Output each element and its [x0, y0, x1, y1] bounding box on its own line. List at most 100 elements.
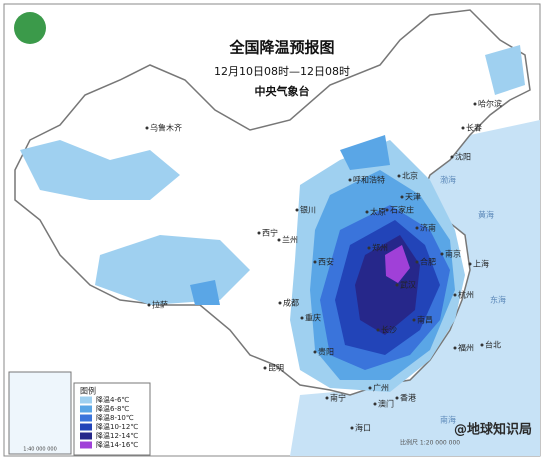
legend-label: 降温12-14℃ — [96, 431, 138, 440]
city-label: 武汉 — [400, 280, 416, 290]
sea-label: 渤海 — [440, 175, 456, 185]
city-label: 济南 — [420, 223, 436, 233]
city-label: 上海 — [473, 259, 489, 269]
city-label: 台北 — [485, 340, 501, 350]
legend-label: 降温4-6℃ — [96, 395, 129, 404]
legend-swatch — [80, 423, 92, 431]
city-label: 合肥 — [420, 257, 436, 267]
city-label: 西宁 — [262, 228, 278, 238]
inset-scale: 1:40 000 000 — [23, 447, 57, 453]
subtitle: 12月10日08时—12日08时 — [214, 65, 350, 78]
cooling-areas — [20, 45, 525, 392]
city-label: 南宁 — [330, 393, 346, 403]
city-dot — [365, 210, 369, 214]
city-dot — [415, 226, 419, 230]
logo — [14, 12, 46, 44]
city-dot — [415, 260, 419, 264]
city-label: 郑州 — [372, 243, 388, 253]
city-dot — [473, 102, 477, 106]
area — [385, 245, 410, 283]
area — [485, 45, 525, 95]
area — [340, 135, 390, 170]
city-dot — [325, 396, 329, 400]
city-dot — [480, 343, 484, 347]
city-label: 呼和浩特 — [353, 175, 385, 185]
legend-title: 图例 — [80, 386, 96, 396]
city-label: 香港 — [400, 393, 416, 403]
city-label: 兰州 — [282, 235, 298, 245]
city-label: 贵阳 — [318, 347, 334, 357]
city-dot — [376, 328, 380, 332]
legend-swatch — [80, 396, 92, 404]
legend-label: 降温14-16℃ — [96, 440, 138, 449]
area — [20, 140, 180, 200]
legend-swatch — [80, 432, 92, 440]
city-dot — [450, 155, 454, 159]
city-dot — [373, 402, 377, 406]
city-dot — [368, 386, 372, 390]
legend-swatch — [80, 414, 92, 422]
city-dot — [350, 426, 354, 430]
city-label: 长沙 — [381, 325, 397, 335]
legend-label: 降温10-12℃ — [96, 422, 138, 431]
city-dot — [367, 246, 371, 250]
city-dot — [412, 318, 416, 322]
city-dot — [385, 208, 389, 212]
issuer: 中央气象台 — [255, 84, 310, 98]
city-label: 福州 — [458, 344, 474, 353]
city-dot — [278, 301, 282, 305]
city-dot — [395, 396, 399, 400]
city-label: 太原 — [370, 207, 386, 217]
scale: 比例尺 1:20 000 000 — [400, 439, 460, 447]
legend-label: 降温8-10℃ — [96, 413, 134, 422]
legend-swatch — [80, 441, 92, 449]
city-label: 杭州 — [458, 290, 474, 300]
city-dot — [145, 126, 149, 130]
city-dot — [468, 262, 472, 266]
city-dot — [313, 350, 317, 354]
city-label: 沈阳 — [455, 152, 471, 162]
city-label: 南京 — [445, 249, 461, 259]
city-label: 哈尔滨 — [478, 99, 502, 109]
city-label: 海口 — [355, 423, 371, 433]
city-dot — [397, 174, 401, 178]
city-label: 广州 — [373, 383, 389, 393]
sea — [290, 120, 540, 456]
city-label: 澳门 — [378, 399, 394, 409]
city-dot — [453, 346, 457, 350]
city-label: 石家庄 — [390, 205, 414, 215]
sea-label: 黄海 — [478, 210, 494, 220]
city-label: 昆明 — [268, 364, 284, 373]
city-label: 长春 — [466, 123, 482, 133]
sea-label: 南海 — [440, 415, 456, 425]
city-dot — [263, 366, 267, 370]
city-label: 南昌 — [417, 315, 433, 325]
legend-swatch — [80, 405, 92, 413]
legend: 图例 降温4-6℃降温6-8℃降温8-10℃降温10-12℃降温12-14℃降温… — [73, 382, 151, 456]
city-dot — [295, 208, 299, 212]
area — [190, 280, 220, 305]
city-label: 北京 — [402, 171, 418, 181]
city-label: 拉萨 — [152, 300, 168, 310]
city-dot — [313, 260, 317, 264]
city-label: 西安 — [318, 257, 334, 267]
city-dot — [147, 303, 151, 307]
city-label: 天津 — [405, 192, 421, 202]
inset-map — [8, 371, 72, 455]
city-dot — [277, 238, 281, 242]
city-label: 重庆 — [305, 313, 321, 323]
title: 全国降温预报图 — [228, 39, 334, 57]
city-dot — [348, 178, 352, 182]
city-dot — [400, 195, 404, 199]
city-label: 乌鲁木齐 — [150, 123, 182, 133]
city-label: 成都 — [283, 298, 299, 308]
city-dot — [300, 316, 304, 320]
city-dot — [461, 126, 465, 130]
sea-label: 东海 — [490, 295, 506, 305]
city-dot — [395, 283, 399, 287]
city-dot — [257, 231, 261, 235]
city-dot — [440, 252, 444, 256]
